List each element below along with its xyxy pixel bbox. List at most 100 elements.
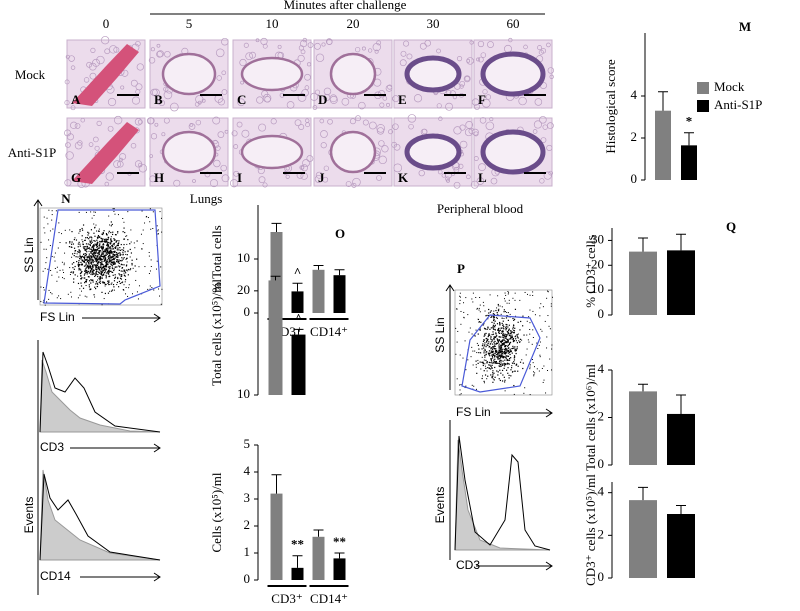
event [102, 233, 104, 236]
event [117, 252, 119, 254]
event [93, 214, 95, 216]
event [495, 354, 497, 356]
event [100, 264, 102, 266]
axis-label: CD14 [40, 569, 71, 583]
event [488, 341, 490, 343]
event [81, 259, 83, 261]
event [82, 246, 85, 248]
event [122, 289, 124, 291]
event [493, 316, 495, 318]
event [456, 308, 458, 310]
event [502, 356, 504, 358]
event [142, 243, 144, 245]
event [474, 335, 476, 337]
error-bar [271, 222, 282, 232]
event [110, 248, 112, 250]
event [102, 267, 104, 269]
event [499, 349, 501, 351]
event [125, 258, 127, 260]
tissue [436, 103, 442, 109]
tissue [158, 99, 166, 107]
event [522, 362, 524, 364]
event [482, 375, 484, 377]
event [96, 266, 98, 269]
event [71, 271, 73, 273]
event [488, 353, 490, 355]
event [484, 342, 486, 344]
event [507, 291, 509, 293]
event [495, 362, 498, 364]
tissue [262, 43, 268, 49]
event [111, 289, 114, 291]
event [493, 361, 495, 363]
event [501, 363, 503, 365]
event [475, 364, 477, 366]
event [85, 267, 87, 269]
event [96, 248, 98, 251]
event [69, 229, 71, 231]
event [100, 266, 102, 269]
event [491, 340, 493, 342]
event [86, 271, 89, 273]
event [117, 256, 119, 258]
event [47, 223, 49, 225]
event [113, 208, 115, 210]
event [122, 264, 124, 266]
tissue [297, 93, 307, 102]
event [119, 260, 122, 262]
tissue [480, 52, 487, 58]
tissue [64, 79, 70, 85]
event [499, 329, 502, 331]
event [124, 279, 127, 281]
event [491, 355, 494, 358]
event [152, 227, 154, 229]
event [94, 211, 96, 213]
event [108, 241, 110, 244]
event [474, 350, 476, 352]
event [98, 271, 100, 274]
event [89, 271, 91, 273]
event [497, 356, 499, 358]
event [87, 231, 89, 233]
event [78, 260, 80, 262]
event [513, 332, 515, 334]
bar [333, 558, 346, 580]
event [514, 327, 516, 329]
flow-arrows [33, 199, 553, 595]
event [495, 360, 497, 363]
event [493, 337, 495, 340]
event [502, 331, 504, 333]
event [70, 271, 72, 274]
event [489, 345, 491, 348]
event [504, 292, 506, 294]
tissue [107, 125, 114, 132]
event [491, 338, 493, 341]
tissue [264, 96, 271, 103]
event [103, 298, 105, 300]
event [124, 281, 126, 283]
event [119, 252, 121, 254]
gate [461, 314, 541, 393]
event [102, 243, 105, 245]
event [97, 283, 99, 285]
event [506, 358, 508, 361]
event [488, 361, 490, 364]
tissue [464, 76, 470, 82]
tissue [437, 169, 443, 175]
error-bar [292, 555, 303, 568]
event [506, 341, 508, 343]
event [111, 244, 113, 247]
event [105, 239, 107, 241]
event [100, 257, 102, 260]
event [487, 375, 489, 377]
event [517, 333, 519, 335]
event [134, 265, 136, 267]
event [550, 303, 552, 305]
event [65, 242, 67, 244]
event [104, 270, 107, 272]
tissue [130, 79, 138, 87]
event [105, 254, 107, 257]
event [500, 359, 502, 362]
tissue [201, 98, 206, 103]
event [96, 264, 99, 267]
